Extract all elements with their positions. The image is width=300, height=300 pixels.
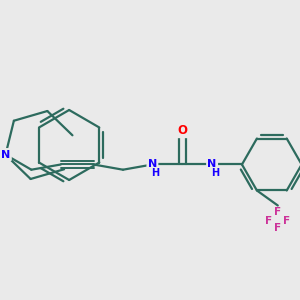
Text: F: F: [283, 217, 290, 226]
Text: H: H: [151, 169, 160, 178]
Text: F: F: [274, 208, 281, 218]
Text: H: H: [211, 169, 219, 178]
Text: N: N: [208, 160, 217, 170]
Text: N: N: [148, 160, 157, 170]
Text: N: N: [1, 150, 10, 160]
Text: F: F: [265, 217, 272, 226]
Text: F: F: [274, 224, 281, 233]
Text: O: O: [177, 124, 187, 137]
